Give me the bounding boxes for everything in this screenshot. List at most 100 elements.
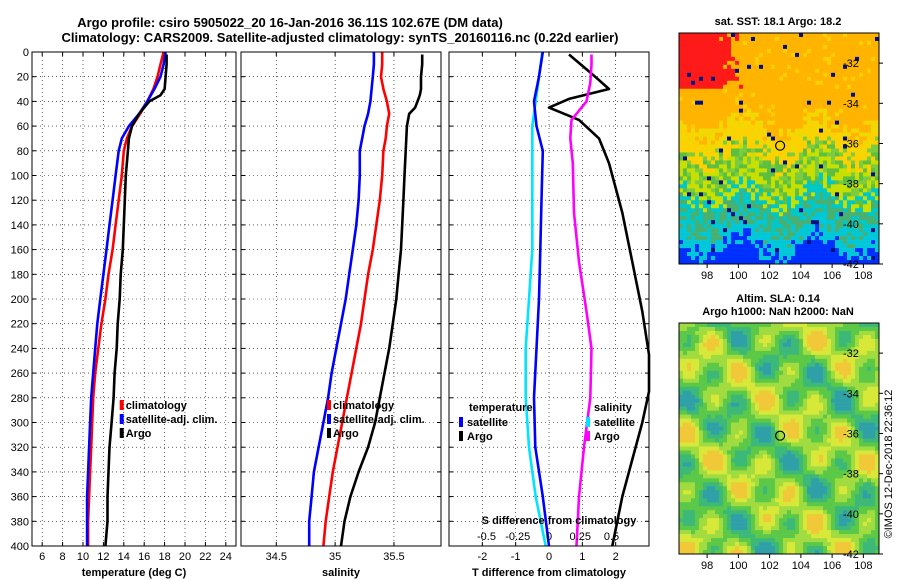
map-cell [691,176,696,181]
map-cell [767,236,772,241]
map-cell [719,366,724,372]
map-cell [791,224,796,229]
map-cell [771,92,776,98]
map-cell [823,240,828,245]
map-cell [755,450,760,455]
map-cell [779,422,784,427]
map-cell [759,124,764,129]
map-cell [679,386,684,391]
map-cell [867,394,872,399]
map-cell [847,354,852,360]
map-cell [871,96,876,101]
map-cell [835,438,840,443]
map-cell [855,346,860,352]
map-cell [751,450,756,455]
map-cell [691,40,696,46]
map-cell [847,382,852,388]
map-cell [679,414,684,419]
map-cell [791,80,796,86]
map-cell [683,96,688,101]
map-cell [819,430,824,435]
map-cell [823,76,828,82]
map-cell [819,362,824,368]
map-cell [747,108,752,113]
map-cell [683,394,688,399]
map-cell [711,358,716,364]
x-tick-label: 0 [546,551,552,563]
map-cell [759,184,764,189]
map-cell [827,172,832,177]
map-cell [683,240,688,245]
map-cell [799,362,804,368]
map-cell [831,362,836,368]
map-cell [755,208,760,213]
map-cell [763,410,768,415]
map-cell [839,100,844,105]
map-cell [695,132,700,137]
map-cell [759,370,764,376]
map-cell [731,354,736,360]
map-cell [759,44,764,50]
map-cell [823,212,828,217]
map-cell [847,236,852,241]
map-cell [723,326,728,332]
map-cell [863,152,868,157]
map-cell [799,232,804,237]
map-cell [859,240,864,245]
map-cell [723,60,728,66]
map-cell [867,128,872,133]
map-cell [703,76,708,82]
map-cell [787,216,792,221]
map-cell [695,378,700,384]
map-cell [787,450,792,455]
map-cell [851,124,856,129]
map-cell [755,252,760,257]
map-cell [795,224,800,229]
map-cell [755,180,760,185]
map-cell [779,48,784,54]
map-cell [763,52,768,58]
map-cell [703,426,708,431]
map-cell [787,458,792,463]
map-cell [695,76,700,82]
map-cell [699,40,704,46]
map-cell [823,430,828,435]
map-cell [691,410,696,415]
map-cell [691,156,696,161]
map-cell [803,386,808,391]
map-cell [715,100,720,105]
map-cell [731,120,736,125]
map-cell [859,192,864,197]
map-cell [795,96,800,101]
map-cell [703,40,708,46]
map-cell [755,72,760,78]
map-cell [811,132,816,137]
map-cell [695,156,700,161]
map-cell [795,180,800,185]
map-cell [679,192,684,197]
map-cell [779,144,784,149]
map-cell [699,120,704,125]
map-cell [787,414,792,419]
map-cell [719,450,724,455]
map-cell [851,342,856,348]
map-cell [687,56,692,62]
map-cell [743,224,748,229]
map-cell [783,342,788,348]
map-cell [863,112,868,117]
map-cell [711,204,716,209]
map-cell [783,330,788,336]
map-cell [795,92,800,98]
map-cell [683,378,688,384]
map-cell [783,144,788,149]
map-cell [867,323,872,328]
map-cell [739,148,744,153]
map-cell [779,358,784,364]
map-cell [859,124,864,129]
map-cell [867,44,872,50]
map-cell [747,394,752,399]
map-cell [855,394,860,399]
map-cell [759,144,764,149]
map-cell [735,104,740,109]
map-cell [695,208,700,213]
